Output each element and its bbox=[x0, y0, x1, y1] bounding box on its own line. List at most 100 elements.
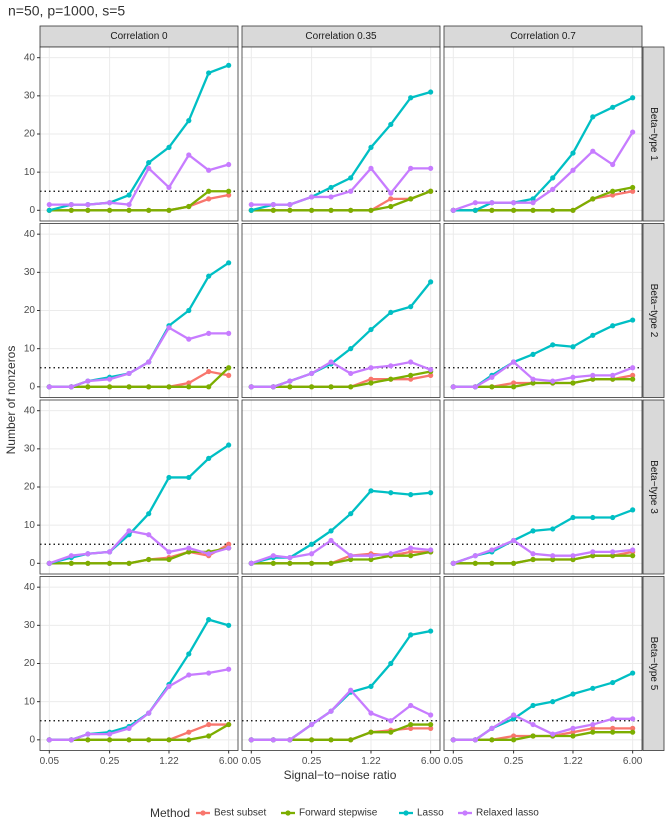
data-point bbox=[328, 194, 334, 200]
data-point bbox=[186, 545, 192, 551]
data-point bbox=[388, 203, 394, 210]
x-tick-label: 6.00 bbox=[421, 756, 441, 767]
data-point bbox=[226, 721, 232, 728]
row-strip bbox=[642, 576, 665, 751]
panel-border bbox=[241, 576, 441, 751]
data-point bbox=[368, 488, 374, 494]
legend-label: Lasso bbox=[417, 808, 444, 819]
y-tick-label: 0 bbox=[29, 558, 35, 569]
data-point bbox=[287, 201, 293, 208]
data-point bbox=[530, 351, 536, 357]
data-point bbox=[146, 165, 152, 171]
row-strip bbox=[642, 223, 665, 398]
data-point bbox=[510, 384, 517, 390]
data-point bbox=[472, 207, 478, 213]
data-point bbox=[510, 380, 517, 386]
legend-title: Method bbox=[150, 806, 190, 820]
panel-border bbox=[443, 399, 643, 575]
data-point bbox=[630, 376, 636, 382]
data-point bbox=[388, 196, 394, 202]
data-point bbox=[388, 490, 394, 496]
data-point bbox=[308, 737, 315, 743]
data-point bbox=[630, 184, 636, 191]
data-point bbox=[126, 725, 132, 731]
data-point bbox=[630, 670, 636, 676]
data-point bbox=[570, 556, 576, 563]
data-point bbox=[610, 553, 616, 559]
data-point bbox=[348, 511, 354, 517]
row-strip-label: Beta−type 3 bbox=[648, 460, 659, 514]
data-point bbox=[630, 129, 636, 135]
data-point bbox=[206, 721, 212, 728]
data-point bbox=[68, 553, 74, 559]
data-point bbox=[550, 186, 556, 192]
data-point bbox=[287, 378, 293, 384]
data-point bbox=[510, 716, 517, 722]
data-point bbox=[590, 372, 596, 378]
data-point bbox=[428, 188, 434, 194]
data-point bbox=[46, 207, 52, 213]
data-point bbox=[510, 207, 517, 213]
data-point bbox=[368, 144, 374, 150]
data-point bbox=[328, 384, 334, 390]
data-point bbox=[388, 660, 394, 667]
data-point bbox=[106, 731, 113, 737]
panel-border bbox=[443, 46, 643, 222]
data-point bbox=[68, 384, 74, 390]
data-point bbox=[530, 207, 536, 213]
x-axis-label: Signal−to−noise ratio bbox=[284, 768, 397, 782]
series-line bbox=[251, 190, 432, 212]
panel-border bbox=[39, 223, 239, 398]
data-point bbox=[106, 560, 113, 566]
data-point bbox=[328, 737, 334, 743]
data-point bbox=[408, 553, 414, 559]
data-point bbox=[287, 737, 293, 743]
x-tick-label: 0.05 bbox=[40, 756, 60, 767]
data-point bbox=[610, 549, 616, 555]
legend-swatch-point bbox=[200, 810, 206, 816]
data-point bbox=[510, 737, 517, 743]
data-point bbox=[46, 737, 52, 743]
data-point bbox=[450, 384, 456, 390]
y-tick-label: 20 bbox=[24, 305, 36, 316]
column-strip-label: Correlation 0 bbox=[110, 31, 168, 42]
y-tick-label: 20 bbox=[24, 482, 36, 493]
data-point bbox=[408, 549, 414, 555]
data-point bbox=[348, 384, 354, 390]
x-tick-label: 0.05 bbox=[444, 756, 464, 767]
data-point bbox=[590, 148, 596, 154]
data-point bbox=[270, 201, 276, 208]
data-point bbox=[106, 207, 113, 213]
data-point bbox=[126, 201, 132, 208]
data-point bbox=[166, 144, 172, 150]
data-point bbox=[550, 553, 556, 559]
data-point bbox=[287, 554, 293, 561]
data-point bbox=[328, 528, 334, 534]
series-line bbox=[49, 326, 229, 388]
data-point bbox=[106, 549, 113, 555]
data-point bbox=[610, 725, 616, 731]
row-strip-label: Beta−type 2 bbox=[648, 284, 659, 338]
data-point bbox=[408, 632, 414, 638]
data-point bbox=[328, 537, 334, 544]
x-tick-label: 1.22 bbox=[159, 756, 179, 767]
data-point bbox=[186, 380, 192, 386]
data-point bbox=[590, 514, 596, 521]
data-point bbox=[348, 346, 354, 352]
data-point bbox=[428, 721, 434, 728]
data-point bbox=[408, 492, 414, 498]
data-point bbox=[590, 376, 596, 382]
data-point bbox=[550, 526, 556, 532]
data-point bbox=[530, 556, 536, 563]
data-point bbox=[590, 114, 596, 120]
data-point bbox=[287, 560, 293, 566]
data-point bbox=[248, 737, 254, 743]
data-point bbox=[428, 490, 434, 496]
data-point bbox=[530, 721, 536, 728]
y-tick-label: 20 bbox=[24, 129, 36, 140]
data-point bbox=[206, 551, 212, 557]
legend-swatch-point bbox=[285, 810, 291, 816]
data-point bbox=[610, 376, 616, 382]
data-point bbox=[530, 376, 536, 382]
data-point bbox=[630, 188, 636, 194]
